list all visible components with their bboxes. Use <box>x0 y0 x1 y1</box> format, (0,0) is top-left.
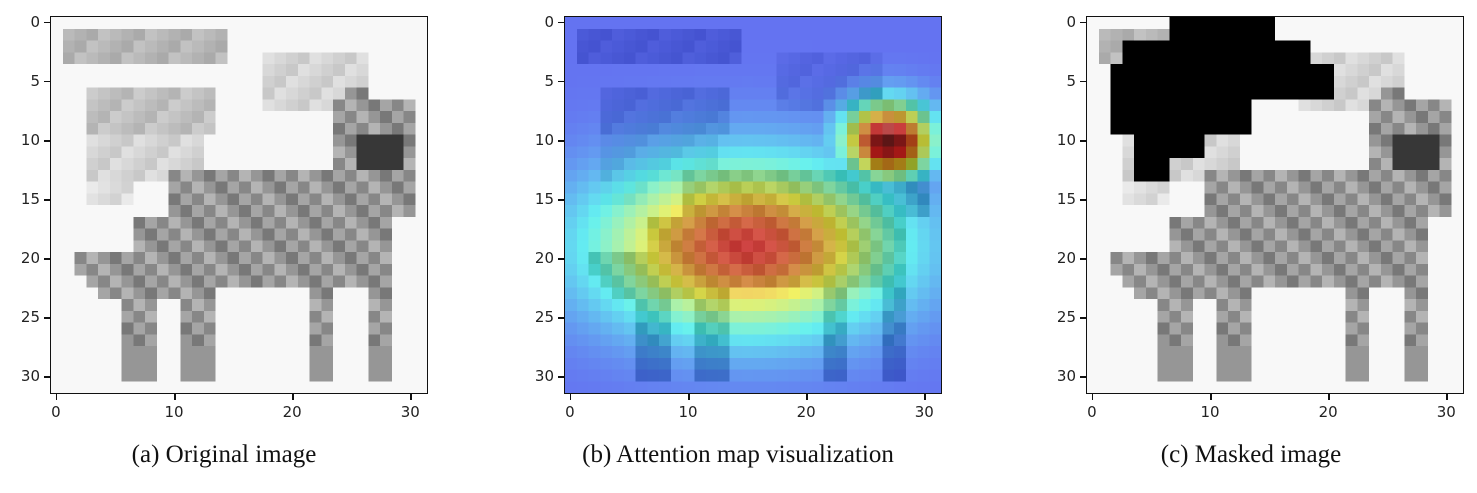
y-tick-mark <box>1080 317 1086 319</box>
y-tick-label: 0 <box>30 12 40 31</box>
y-tick-label: 25 <box>1056 308 1076 327</box>
y-tick-label: 10 <box>20 131 40 150</box>
x-tick-label: 20 <box>1318 403 1338 421</box>
x-tick-mark <box>924 394 926 400</box>
y-tick-mark <box>558 140 564 142</box>
y-tick-mark <box>1080 199 1086 201</box>
original-image <box>51 17 427 393</box>
y-tick-mark <box>558 80 564 83</box>
y-tick-label: 0 <box>1066 12 1076 31</box>
caption-original: (a) Original image <box>131 441 317 468</box>
y-tick-mark <box>44 258 50 260</box>
masked-image-plot <box>1086 16 1464 394</box>
y-tick-label: 20 <box>1056 249 1076 268</box>
y-tick-mark <box>558 199 564 201</box>
y-tick-mark <box>44 376 50 378</box>
y-tick-mark <box>44 21 50 24</box>
y-tick-label: 30 <box>20 367 40 386</box>
y-tick-label: 30 <box>534 367 554 386</box>
panel-attention: 0 5 10 15 20 25 30 0 10 20 30 (b) Attention map vi… <box>534 12 942 468</box>
x-tick-mark <box>55 394 58 400</box>
y-tick-mark <box>44 140 50 142</box>
y-tick-label: 15 <box>534 190 554 209</box>
y-tick-mark <box>44 199 50 201</box>
attention-map-plot <box>564 16 942 394</box>
caption-attention: (b) Attention map visualization <box>582 441 894 468</box>
x-tick-label: 10 <box>678 403 698 421</box>
x-tick-mark <box>1446 394 1448 400</box>
y-tick-label: 15 <box>1056 190 1076 209</box>
y-tick-mark <box>44 80 50 83</box>
x-tick-label: 10 <box>1200 403 1220 421</box>
y-tick-label: 10 <box>534 131 554 150</box>
y-tick-label: 10 <box>1056 131 1076 150</box>
x-tick-mark <box>806 394 808 400</box>
x-tick-mark <box>410 394 412 400</box>
y-tick-label: 25 <box>20 308 40 327</box>
y-tick-label: 30 <box>1056 367 1076 386</box>
x-tick-mark <box>569 394 572 400</box>
y-tick-mark <box>1080 21 1086 24</box>
x-tick-label: 0 <box>1087 403 1097 421</box>
y-tick-mark <box>558 376 564 378</box>
y-tick-label: 20 <box>534 249 554 268</box>
attention-map-image <box>565 17 941 393</box>
y-tick-label: 20 <box>20 249 40 268</box>
y-tick-label: 25 <box>534 308 554 327</box>
x-tick-label: 30 <box>400 403 420 421</box>
y-tick-mark <box>1080 140 1086 142</box>
x-tick-mark <box>688 394 690 400</box>
x-tick-label: 20 <box>796 403 816 421</box>
y-tick-mark <box>44 317 50 319</box>
x-tick-mark <box>174 394 176 400</box>
y-tick-label: 15 <box>20 190 40 209</box>
x-tick-mark <box>1210 394 1212 400</box>
y-tick-mark <box>558 317 564 319</box>
original-image-plot <box>50 16 428 394</box>
y-tick-label: 5 <box>544 71 554 90</box>
x-tick-label: 0 <box>51 403 61 421</box>
panel-original: 0 5 10 15 20 25 30 0 10 20 30 (a) Original image <box>0 0 470 493</box>
y-tick-mark <box>1080 376 1086 378</box>
x-tick-label: 20 <box>282 403 302 421</box>
y-tick-label: 5 <box>1066 71 1076 90</box>
x-tick-mark <box>292 394 294 400</box>
caption-masked: (c) Masked image <box>1160 441 1342 468</box>
x-tick-label: 30 <box>914 403 934 421</box>
y-tick-mark <box>1080 80 1086 83</box>
x-tick-label: 30 <box>1436 403 1456 421</box>
y-tick-mark <box>1080 258 1086 260</box>
x-tick-label: 10 <box>164 403 184 421</box>
x-tick-label: 0 <box>565 403 575 421</box>
masked-image <box>1087 17 1463 393</box>
y-tick-label: 5 <box>30 71 40 90</box>
y-tick-label: 0 <box>544 12 554 31</box>
x-tick-mark <box>1328 394 1330 400</box>
y-tick-mark <box>558 21 564 24</box>
x-tick-mark <box>1091 394 1094 400</box>
y-tick-mark <box>558 258 564 260</box>
